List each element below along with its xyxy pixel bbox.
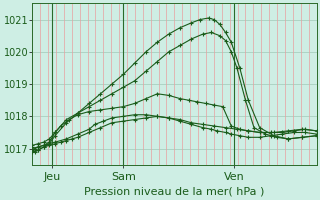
X-axis label: Pression niveau de la mer( hPa ): Pression niveau de la mer( hPa ) bbox=[84, 187, 265, 197]
